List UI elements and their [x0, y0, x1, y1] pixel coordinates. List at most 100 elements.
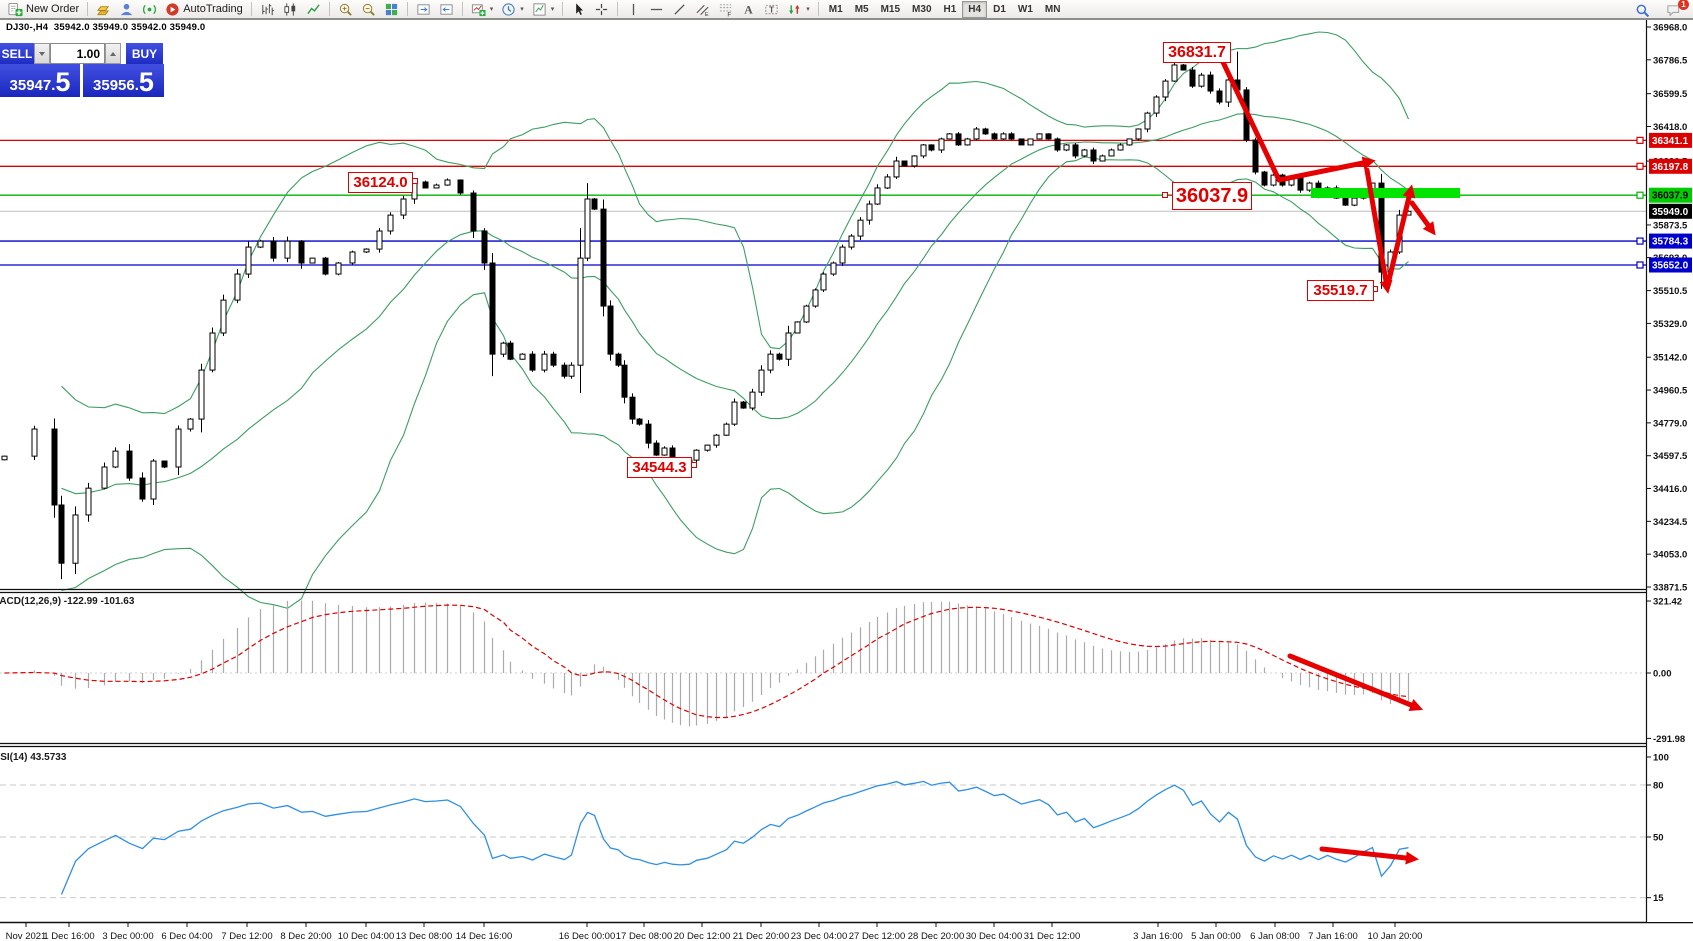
candle: [723, 423, 730, 436]
candle: [1081, 149, 1088, 157]
new-chart-button[interactable]: ▾: [467, 0, 498, 19]
level-anchor-square: [1636, 237, 1644, 245]
sell-price-tile[interactable]: 35947. 5: [0, 64, 80, 97]
zoom-in-button[interactable]: [334, 0, 357, 19]
volume-input[interactable]: [50, 43, 105, 64]
new-order-label: New Order: [26, 3, 80, 15]
svg-text:10 Jan 20:00: 10 Jan 20:00: [1368, 931, 1423, 941]
candle: [1090, 149, 1097, 162]
toolbar-separator: [406, 2, 408, 16]
candle: [489, 262, 496, 355]
timeframe-w1-button[interactable]: W1: [1017, 3, 1033, 15]
bar-chart-button[interactable]: [256, 0, 279, 19]
price-annotation-34544[interactable]: 34544.3: [627, 457, 692, 478]
candle: [600, 208, 607, 307]
buy-price-main: 35956.: [93, 76, 139, 94]
svg-text:34960.5: 34960.5: [1653, 386, 1688, 397]
candle: [161, 460, 168, 468]
candle: [31, 428, 38, 457]
search-button[interactable]: [1631, 1, 1654, 20]
candle: [400, 198, 407, 216]
svg-text:E: E: [705, 12, 709, 17]
template-button[interactable]: ▾: [528, 0, 559, 19]
gold-button[interactable]: [92, 0, 115, 19]
timeframe-m15-button[interactable]: M15: [880, 3, 901, 15]
timeframe-m30-button[interactable]: M30: [912, 3, 932, 15]
autotrading-button[interactable]: AutoTrading: [161, 0, 247, 19]
price-annotation-36124[interactable]: 36124.0: [348, 172, 413, 193]
candle: [112, 450, 119, 468]
chart-shift-icon: [417, 3, 430, 15]
svg-text:5 Jan 00:00: 5 Jan 00:00: [1191, 931, 1241, 941]
svg-text:36968.0: 36968.0: [1653, 23, 1687, 34]
channel-button[interactable]: E: [691, 0, 714, 19]
candle: [938, 138, 945, 151]
candle: [713, 434, 720, 446]
timeframe-d1-button[interactable]: D1: [993, 3, 1006, 15]
crosshair-button[interactable]: [590, 0, 613, 19]
arrows-button[interactable]: ▾: [783, 0, 814, 19]
zoom-out-button[interactable]: [357, 0, 380, 19]
price-annotation-36037[interactable]: 36037.9: [1172, 182, 1252, 210]
price-badge: [1649, 203, 1692, 219]
channel-icon: E: [696, 4, 709, 17]
sell-button[interactable]: SELL: [0, 43, 34, 64]
candle: [621, 364, 628, 398]
chart-shift-button[interactable]: [412, 0, 435, 19]
candle: [955, 133, 962, 146]
candlestick-chart-button[interactable]: [279, 0, 302, 19]
candle: [58, 504, 65, 564]
candle: [220, 299, 227, 334]
tile-windows-button[interactable]: [380, 0, 403, 19]
volume-decrease-button[interactable]: [34, 43, 50, 64]
volume-increase-button[interactable]: [105, 43, 121, 64]
new-order-button[interactable]: New Order: [4, 0, 83, 19]
profile-button[interactable]: [115, 0, 138, 19]
candle: [577, 257, 584, 366]
svg-text:34053.0: 34053.0: [1653, 550, 1687, 561]
line-chart-button[interactable]: [302, 0, 325, 19]
timeframe-mn-button[interactable]: MN: [1044, 3, 1061, 15]
text-button[interactable]: A: [737, 0, 760, 19]
hline-button[interactable]: [645, 0, 668, 19]
triangle-up-icon: [110, 51, 116, 56]
candle: [245, 246, 252, 275]
candle: [758, 369, 765, 393]
price-annotation-35519[interactable]: 35519.7: [1307, 280, 1374, 301]
candle: [1342, 197, 1349, 206]
timeframe-m1-button[interactable]: M1: [828, 3, 843, 15]
green-highlight-bar[interactable]: [1311, 188, 1460, 198]
top-toolbar: New Order AutoTrading ▾ ▾ ▾ E F A T ▾ M1 M5 M15 M30 H1…: [0, 0, 1693, 19]
chevron-down-icon: ▾: [550, 6, 555, 13]
chat-button[interactable]: 1: [1662, 0, 1689, 20]
timeframe-m5-button[interactable]: M5: [854, 3, 869, 15]
svg-text:321.42: 321.42: [1653, 597, 1682, 608]
toolbar-separator: [461, 2, 463, 16]
price-annotation-36831[interactable]: 36831.7: [1163, 42, 1231, 63]
period-icon: [502, 2, 515, 16]
period-button[interactable]: ▾: [497, 0, 528, 19]
text-label-button[interactable]: T: [760, 0, 783, 19]
fibonacci-button[interactable]: F: [714, 0, 737, 19]
vline-icon: [633, 3, 635, 15]
svg-text:20 Dec 12:00: 20 Dec 12:00: [674, 931, 731, 941]
timeframe-h4-button[interactable]: H4: [962, 0, 988, 18]
trendline-button[interactable]: [668, 0, 691, 19]
buy-button[interactable]: BUY: [126, 43, 163, 64]
buy-price-tile[interactable]: 35956. 5: [83, 64, 164, 97]
vline-button[interactable]: [622, 0, 645, 19]
svg-text:16 Dec 00:00: 16 Dec 00:00: [559, 931, 616, 941]
candle: [444, 179, 451, 186]
candle: [901, 160, 908, 167]
chart-autoscroll-button[interactable]: [435, 0, 458, 19]
triangle-down-icon: [39, 51, 45, 56]
timeframe-h1-button[interactable]: H1: [943, 3, 957, 15]
signals-button[interactable]: [138, 0, 161, 19]
trend-arrows[interactable]: [1219, 57, 1436, 865]
candle: [209, 332, 216, 371]
cursor-button[interactable]: [567, 0, 590, 19]
svg-text:50: 50: [1653, 833, 1664, 844]
candle: [1297, 177, 1304, 191]
svg-text:80: 80: [1653, 781, 1664, 792]
